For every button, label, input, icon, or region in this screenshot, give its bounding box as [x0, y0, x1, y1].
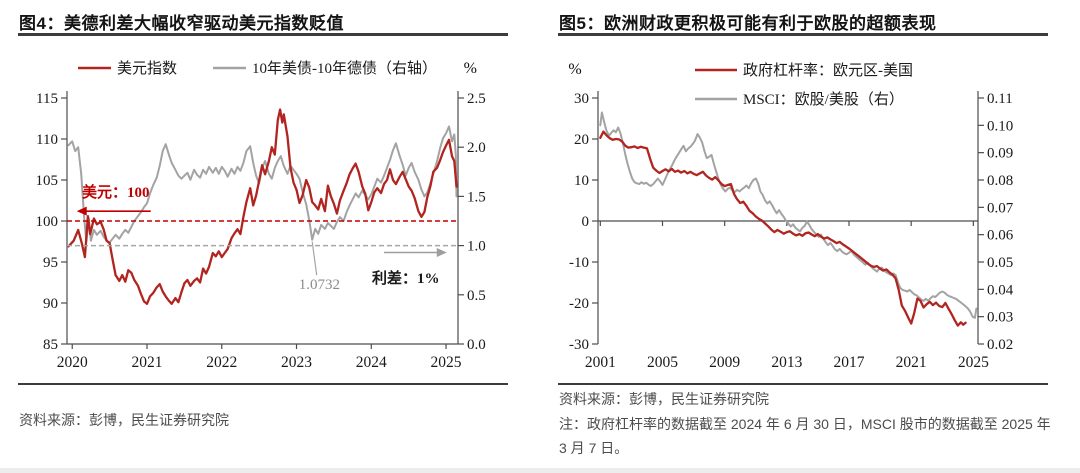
svg-text:0.10: 0.10	[987, 118, 1013, 134]
svg-text:110: 110	[36, 132, 58, 148]
svg-text:100: 100	[36, 214, 59, 230]
svg-text:1.0732: 1.0732	[299, 277, 340, 293]
figure-5-bottom-rule	[558, 383, 1048, 385]
svg-text:-20: -20	[569, 296, 589, 312]
svg-text:1.5: 1.5	[467, 189, 486, 205]
svg-text:MSCI：欧股/美股（右）: MSCI：欧股/美股（右）	[743, 91, 904, 108]
svg-text:政府杠杆率：欧元区-美国: 政府杠杆率：欧元区-美国	[743, 62, 913, 79]
figure-4-line-chart: 85 90 95 100 105 110 115 0.0 0.5 1.0 1.5 2.0 2.5 2020…	[36, 59, 486, 371]
svg-text:0.11: 0.11	[987, 91, 1013, 107]
svg-text:10: 10	[574, 173, 589, 189]
svg-text:0.0: 0.0	[467, 337, 486, 353]
svg-text:2017: 2017	[834, 354, 865, 371]
svg-text:90: 90	[43, 296, 58, 312]
figure-5-panel: 图5：欧洲财政更积极可能有利于欧股的超额表现 -30 -20 -10 0 10 20 30 0…	[540, 0, 1080, 473]
svg-text:1.0: 1.0	[467, 239, 486, 255]
figure-4-panel: 图4：美德利差大幅收窄驱动美元指数贬值 85 90 95 100 105 110 115 0.…	[18, 14, 508, 428]
figure-5-source: 资料来源：彭博，民生证券研究院	[559, 391, 769, 407]
svg-text:2020: 2020	[57, 354, 88, 371]
figure-4-bottom-rule	[18, 383, 508, 385]
svg-text:2009: 2009	[709, 354, 740, 371]
svg-text:2021: 2021	[896, 354, 927, 371]
svg-text:115: 115	[36, 91, 58, 107]
figure-5-note: 注：政府杠杆率的数据截至 2024 年 6 月 30 日，MSCI 股市的数据截…	[559, 416, 1051, 456]
page-edge-strip	[0, 468, 1080, 473]
figure-4-title-rule	[18, 33, 508, 36]
svg-text:0.05: 0.05	[987, 255, 1013, 271]
svg-text:10年美债-10年德债（右轴）: 10年美债-10年德债（右轴）	[252, 59, 437, 77]
svg-text:利差：1%: 利差：1%	[372, 269, 440, 287]
svg-text:%: %	[464, 60, 477, 77]
figure-5-title: 图5：欧洲财政更积极可能有利于欧股的超额表现	[559, 14, 937, 33]
svg-text:2.0: 2.0	[467, 140, 486, 156]
svg-text:0.04: 0.04	[987, 282, 1014, 298]
svg-text:-30: -30	[569, 337, 589, 353]
svg-text:2024: 2024	[356, 354, 387, 371]
figure-4-source: 资料来源：彭博，民生证券研究院	[19, 412, 229, 428]
svg-text:2023: 2023	[281, 354, 312, 371]
svg-text:2.5: 2.5	[467, 91, 486, 107]
svg-text:20: 20	[574, 132, 589, 148]
svg-text:美元：100: 美元：100	[82, 183, 150, 201]
svg-text:0.08: 0.08	[987, 173, 1013, 189]
svg-text:0.03: 0.03	[987, 310, 1013, 326]
svg-text:95: 95	[43, 255, 58, 271]
figure-5-title-rule	[558, 33, 1048, 36]
svg-text:0.09: 0.09	[987, 146, 1013, 162]
svg-text:2013: 2013	[771, 354, 802, 371]
svg-text:105: 105	[36, 173, 59, 189]
svg-text:2021: 2021	[131, 354, 162, 371]
svg-text:0.5: 0.5	[467, 288, 486, 304]
figure-4-title: 图4：美德利差大幅收窄驱动美元指数贬值	[19, 14, 344, 33]
svg-text:85: 85	[43, 337, 58, 353]
svg-text:2025: 2025	[958, 354, 989, 371]
svg-text:2022: 2022	[206, 354, 237, 371]
svg-text:2005: 2005	[647, 354, 678, 371]
svg-text:0.02: 0.02	[987, 337, 1013, 353]
svg-text:2025: 2025	[431, 354, 462, 371]
svg-text:0.06: 0.06	[987, 228, 1014, 244]
figure-5-line-chart: -30 -20 -10 0 10 20 30 0.02 0.03 0.04 0.05 0.06 0.07…	[568, 61, 1014, 371]
svg-text:2001: 2001	[585, 354, 616, 371]
svg-text:美元指数: 美元指数	[117, 60, 177, 77]
svg-text:0: 0	[582, 214, 590, 230]
svg-text:0.07: 0.07	[987, 200, 1014, 216]
svg-text:30: 30	[574, 91, 589, 107]
svg-text:%: %	[568, 61, 581, 78]
svg-text:-10: -10	[569, 255, 589, 271]
